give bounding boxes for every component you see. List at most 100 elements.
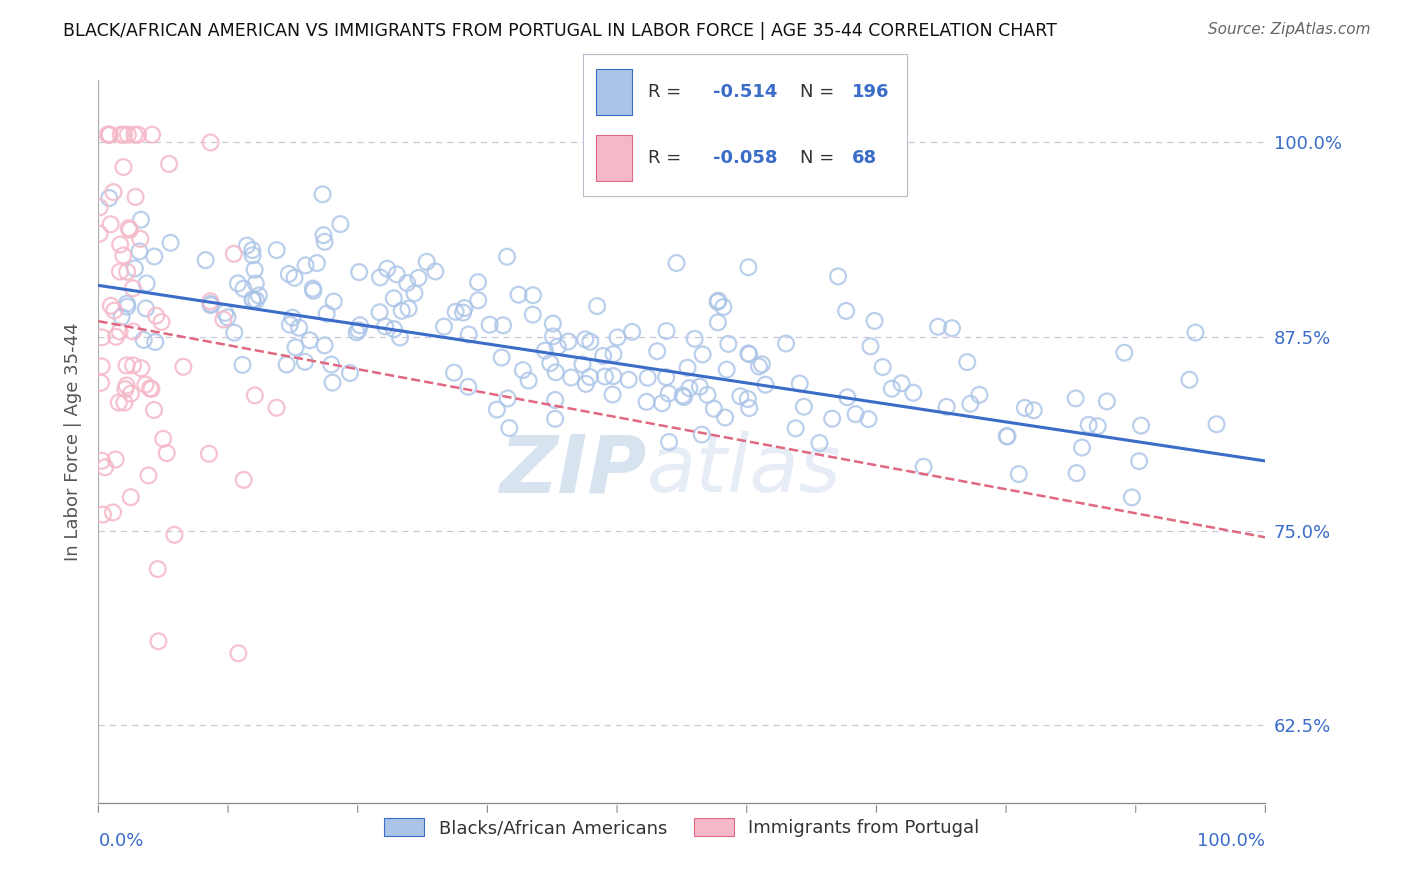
Point — [122, 325, 145, 339]
Point — [1128, 454, 1150, 468]
Point — [443, 366, 465, 380]
Point — [347, 323, 370, 337]
Point — [110, 310, 132, 324]
Point — [969, 388, 991, 402]
Point — [496, 392, 519, 406]
Point — [101, 505, 124, 519]
Point — [115, 296, 138, 310]
Point — [748, 359, 770, 374]
Point — [711, 300, 734, 314]
Point — [1178, 373, 1201, 387]
Point — [107, 395, 129, 409]
Point — [145, 309, 167, 323]
Point — [593, 369, 616, 384]
Point — [754, 377, 776, 392]
Point — [1071, 441, 1094, 455]
Point — [579, 370, 602, 384]
Point — [912, 459, 935, 474]
Point — [541, 329, 564, 343]
Point — [544, 392, 567, 407]
Point — [112, 128, 135, 142]
Point — [678, 381, 700, 395]
Point — [665, 256, 688, 270]
Point — [658, 386, 681, 401]
Point — [1066, 466, 1088, 480]
Point — [586, 299, 609, 313]
Point — [159, 235, 181, 250]
Point — [859, 339, 882, 353]
Point — [139, 381, 162, 395]
Point — [100, 217, 122, 231]
Point — [858, 412, 880, 426]
Legend: Blacks/African Americans, Immigrants from Portugal: Blacks/African Americans, Immigrants fro… — [377, 811, 987, 845]
Point — [98, 191, 121, 205]
Point — [157, 157, 180, 171]
Point — [128, 244, 150, 259]
Point — [433, 319, 456, 334]
Point — [281, 310, 304, 325]
Point — [808, 436, 831, 450]
Point — [245, 293, 267, 308]
Point — [284, 340, 307, 354]
Point — [115, 265, 138, 279]
Point — [112, 160, 135, 174]
Point — [222, 247, 245, 261]
FancyBboxPatch shape — [596, 135, 633, 180]
Point — [425, 264, 447, 278]
Point — [453, 301, 475, 315]
FancyBboxPatch shape — [596, 70, 633, 115]
Point — [707, 315, 730, 329]
Point — [617, 373, 640, 387]
Point — [1087, 419, 1109, 434]
Point — [329, 217, 352, 231]
Point — [118, 221, 141, 235]
Point — [198, 447, 221, 461]
Point — [200, 294, 222, 309]
Point — [602, 347, 624, 361]
Point — [738, 401, 761, 415]
Point — [522, 308, 544, 322]
Point — [122, 281, 145, 295]
Point — [785, 421, 807, 435]
Point — [534, 343, 557, 358]
Point — [751, 357, 773, 371]
Point — [690, 427, 713, 442]
Point — [115, 359, 138, 373]
Point — [374, 319, 396, 334]
Point — [124, 190, 146, 204]
Point — [997, 429, 1019, 443]
Point — [714, 410, 737, 425]
Point — [226, 277, 249, 291]
Point — [391, 303, 413, 318]
Point — [277, 267, 299, 281]
Point — [382, 322, 405, 336]
Point — [602, 369, 624, 384]
Point — [108, 264, 131, 278]
Point — [163, 528, 186, 542]
Point — [1184, 326, 1206, 340]
Point — [541, 317, 564, 331]
Point — [404, 286, 426, 301]
Point — [112, 395, 135, 409]
Point — [97, 128, 120, 142]
Point — [621, 325, 644, 339]
Point — [658, 434, 681, 449]
Point — [959, 397, 981, 411]
Text: -0.058: -0.058 — [713, 149, 778, 167]
Point — [129, 232, 152, 246]
Point — [322, 294, 344, 309]
Point — [645, 344, 668, 359]
Point — [880, 382, 903, 396]
Point — [636, 395, 658, 409]
Point — [129, 361, 152, 376]
Point — [152, 432, 174, 446]
Point — [651, 396, 673, 410]
Point — [1077, 417, 1099, 432]
Point — [827, 269, 849, 284]
Point — [312, 228, 335, 243]
Point — [602, 387, 624, 401]
Point — [146, 562, 169, 576]
Point — [485, 402, 508, 417]
Point — [716, 362, 738, 376]
Point — [385, 268, 408, 282]
